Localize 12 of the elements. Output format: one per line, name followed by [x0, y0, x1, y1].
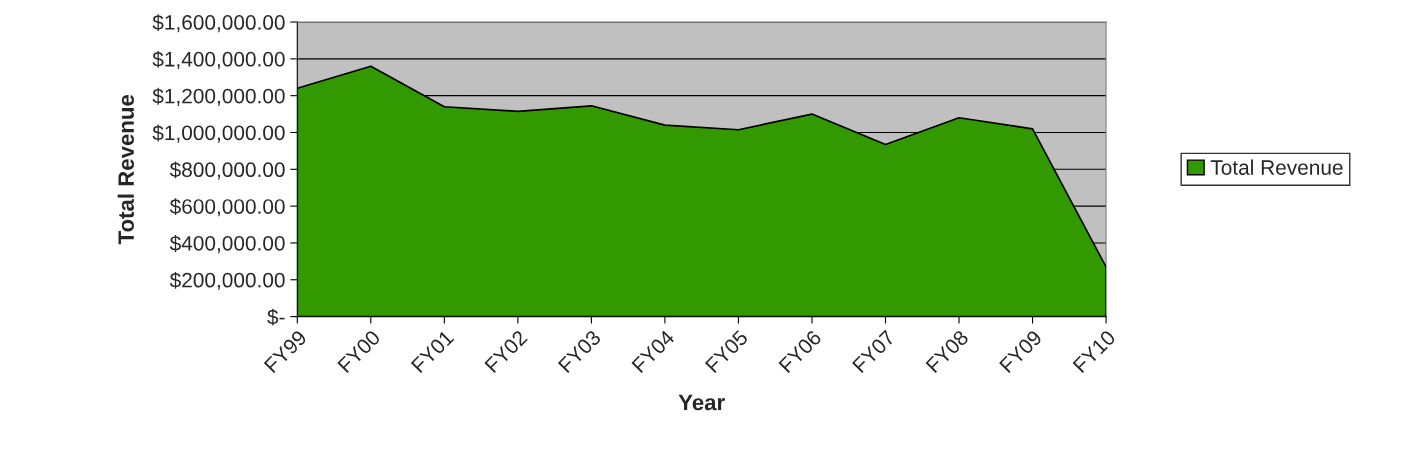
y-tick-label: $1,000,000.00	[152, 124, 285, 143]
y-tick-label: $200,000.00	[169, 271, 285, 290]
x-axis-title: Year	[678, 394, 725, 411]
y-tick-label: $800,000.00	[169, 161, 285, 180]
y-tick-label: $-	[267, 308, 285, 326]
y-tick-label: $1,400,000.00	[152, 50, 285, 70]
y-tick-label: $1,200,000.00	[152, 87, 285, 106]
y-tick-label: $600,000.00	[169, 198, 285, 217]
y-axis-title: Total Revenue	[117, 94, 134, 245]
y-tick-label: $400,000.00	[169, 235, 285, 254]
y-tick-label: $1,600,000.00	[152, 14, 285, 33]
legend-label: Total Revenue	[1210, 159, 1343, 175]
